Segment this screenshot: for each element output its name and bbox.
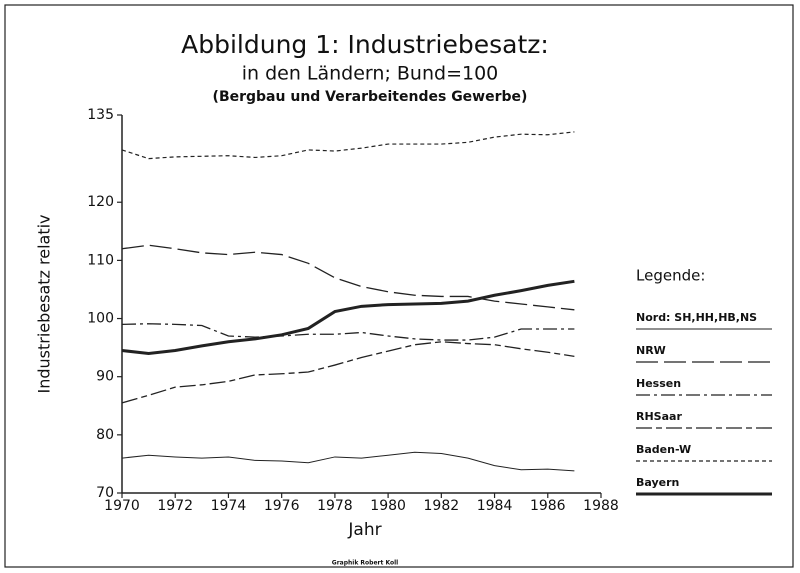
y-tick-label: 100 bbox=[87, 311, 114, 327]
x-tick-label: 1980 bbox=[370, 498, 406, 514]
series-line bbox=[121, 341, 575, 404]
x-tick-label: 1972 bbox=[157, 498, 193, 514]
y-tick-label: 135 bbox=[87, 107, 114, 123]
legend-label: RHSaar bbox=[636, 410, 682, 423]
footer: Graphik Robert Koll bbox=[332, 560, 398, 567]
series-line bbox=[121, 131, 575, 160]
x-axis-label: Jahr bbox=[347, 520, 381, 540]
y-tick-label: 70 bbox=[96, 485, 114, 501]
x-tick-label: 1988 bbox=[583, 498, 619, 514]
y-tick-label: 110 bbox=[87, 252, 114, 268]
legend-label: NRW bbox=[636, 344, 666, 357]
series-line bbox=[121, 451, 575, 472]
series-line bbox=[121, 244, 575, 311]
x-tick-label: 1970 bbox=[104, 498, 140, 514]
y-tick-label: 90 bbox=[96, 369, 114, 385]
x-tick-label: 1974 bbox=[211, 498, 247, 514]
chart-subtitle: in den Ländern; Bund=100 bbox=[242, 63, 499, 85]
frame bbox=[4, 4, 794, 568]
x-tick-label: 1978 bbox=[317, 498, 353, 514]
y-tick-label: 80 bbox=[96, 427, 114, 443]
y-tick-label: 120 bbox=[87, 194, 114, 210]
x-tick-label: 1984 bbox=[477, 498, 513, 514]
legend-title: Legende: bbox=[636, 267, 705, 285]
x-tick-label: 1982 bbox=[424, 498, 460, 514]
chart-subtitle: (Bergbau und Verarbeitendes Gewerbe) bbox=[213, 89, 528, 105]
x-tick-label: 1986 bbox=[530, 498, 566, 514]
legend-label: Hessen bbox=[636, 377, 681, 390]
legend-label: Baden-W bbox=[636, 443, 691, 456]
series-line bbox=[121, 323, 575, 341]
legend-label: Bayern bbox=[636, 476, 679, 489]
legend-label: Nord: SH,HH,HB,NS bbox=[636, 311, 757, 324]
y-axis-label: Industriebesatz relativ bbox=[35, 214, 54, 393]
chart-title: Abbildung 1: Industriebesatz: bbox=[181, 30, 549, 59]
series-line bbox=[121, 279, 575, 355]
x-tick-label: 1976 bbox=[264, 498, 300, 514]
